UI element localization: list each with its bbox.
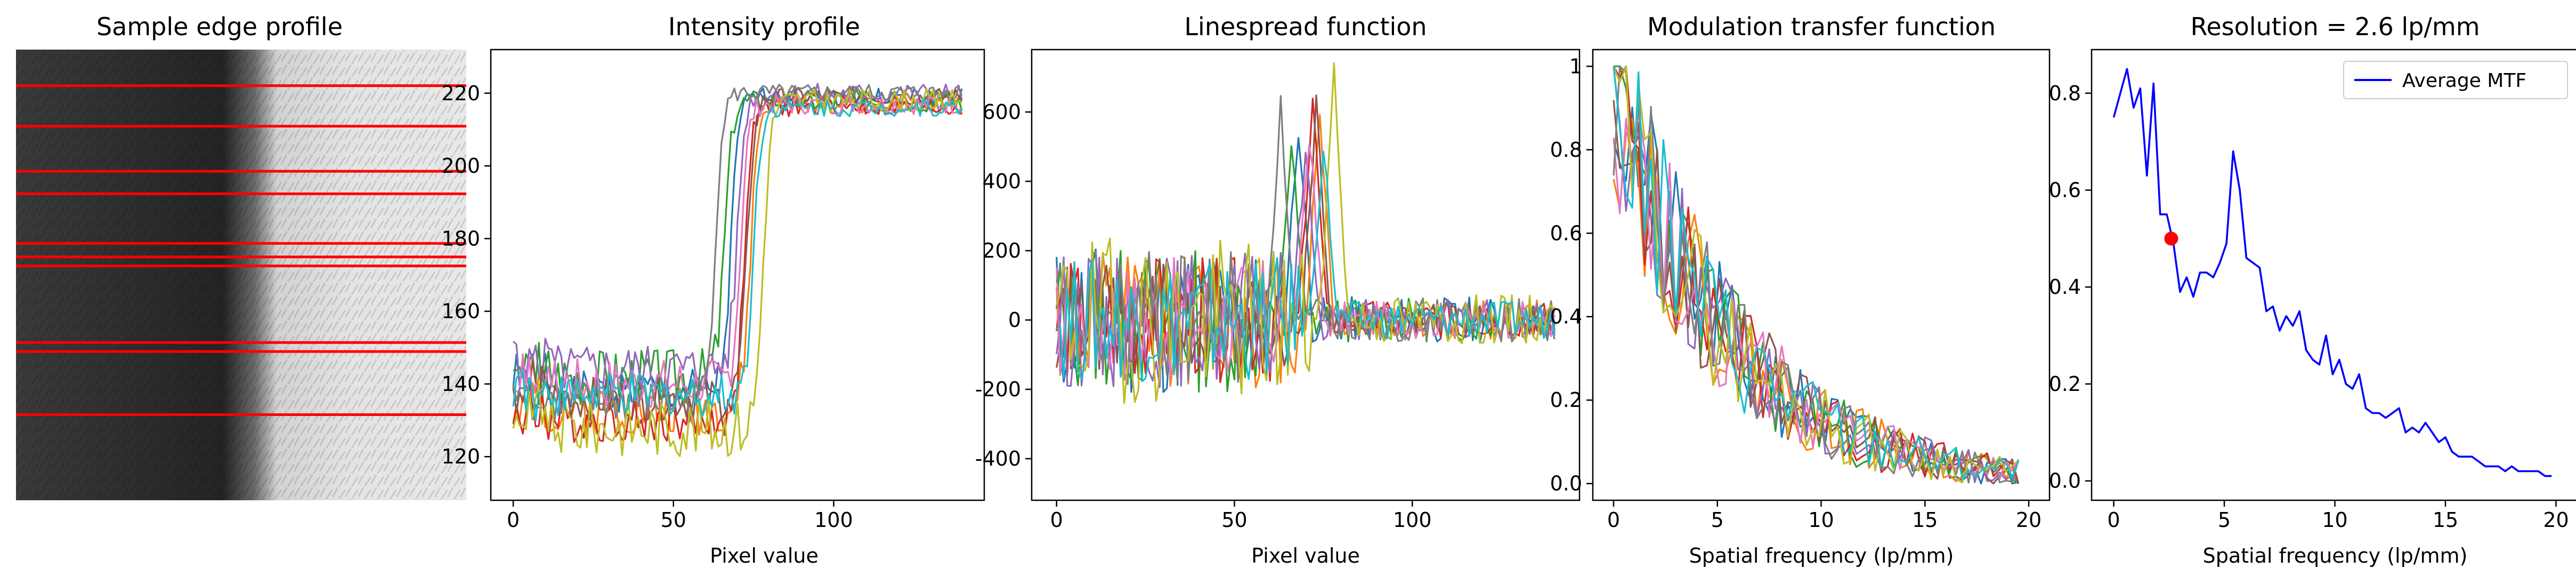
- linespread-series-9: [1056, 150, 1556, 382]
- resolution-marker: [2164, 231, 2178, 246]
- x-axis-label: Pixel value: [710, 544, 819, 567]
- x-axis-label: Spatial frequency (lp/mm): [2203, 544, 2468, 567]
- x-tick-label: 0: [2107, 508, 2120, 532]
- y-tick-label: -200: [975, 378, 1021, 401]
- panel-title: Sample edge profile: [96, 12, 343, 41]
- axes-frame: [2091, 49, 2576, 501]
- y-tick-label: 0.8: [1550, 138, 1582, 162]
- y-tick-label: 0.2: [1550, 388, 1582, 412]
- x-axis-label: Spatial frequency (lp/mm): [1689, 544, 1954, 567]
- average-mtf-line: [2112, 68, 2552, 477]
- x-tick-label: 20: [2543, 508, 2569, 532]
- y-tick-label: 0.0: [1550, 472, 1582, 495]
- y-tick-label: 120: [441, 445, 480, 468]
- plot-area: [512, 83, 963, 457]
- y-tick-label: 200: [441, 154, 480, 178]
- x-tick-label: 10: [2322, 508, 2347, 532]
- panel-intensity-profile: Intensity profile Pixel value 0 50 100 120 1…: [441, 12, 985, 567]
- y-tick-label: 1: [1569, 54, 1582, 78]
- intensity-series-6: [512, 93, 962, 408]
- intensity-series-8: [512, 88, 962, 457]
- plot-area: [1613, 65, 2020, 485]
- edge-image-texture: [16, 50, 466, 500]
- y-tick-label: 0.0: [2049, 469, 2081, 493]
- y-tick-label: 180: [441, 227, 480, 250]
- sample-lines: [16, 84, 466, 416]
- panel-linespread-function: Linespread function Pixel value 0 50 100 -4…: [975, 12, 1581, 567]
- y-tick-label: 0.6: [2049, 178, 2081, 202]
- y-tick-label: 0.4: [2049, 275, 2081, 299]
- mtf-series-8: [1613, 65, 2019, 484]
- mtf-series-9: [1613, 66, 2020, 479]
- x-tick-label: 50: [1221, 508, 1247, 532]
- axes-frame: [1592, 49, 2051, 501]
- linespread-series-5: [1056, 94, 1556, 373]
- y-tick-label: 0.2: [2049, 372, 2081, 396]
- y-tick-label: 160: [441, 300, 480, 323]
- legend-label: Average MTF: [2402, 70, 2526, 92]
- mtf-series-4: [1613, 66, 2019, 484]
- x-tick-label: 100: [1393, 508, 1432, 532]
- intensity-series-5: [512, 87, 963, 421]
- intensity-series-4: [513, 83, 963, 391]
- x-tick-label: 10: [1808, 508, 1834, 532]
- legend-box: [2343, 61, 2568, 99]
- panel-title: Intensity profile: [668, 12, 860, 41]
- y-tick-label: 0.4: [1550, 305, 1582, 329]
- panel-sample-edge-profile: Sample edge profile: [16, 12, 466, 500]
- legend: Average MTF: [2343, 61, 2568, 99]
- y-tick-label: 140: [441, 372, 480, 396]
- x-tick-label: 5: [2218, 508, 2231, 532]
- y-tick-label: 0: [1008, 308, 1021, 332]
- x-tick-label: 100: [814, 508, 853, 532]
- intensity-series-7: [512, 84, 963, 423]
- intensity-series-9: [512, 99, 963, 422]
- panel-modulation-transfer-function: Modulation transfer function Spatial fre…: [1550, 12, 2051, 567]
- panel-title: Resolution = 2.6 lp/mm: [2190, 12, 2480, 41]
- y-tick-label: -400: [975, 447, 1021, 470]
- x-tick-label: 15: [2433, 508, 2458, 532]
- y-tick-label: 400: [982, 170, 1021, 193]
- y-tick-label: 0.8: [2049, 82, 2081, 105]
- intensity-series-0: [512, 87, 963, 413]
- plot-area: [1056, 62, 1556, 404]
- x-tick-label: 0: [507, 508, 520, 532]
- plot-area: [2112, 68, 2552, 477]
- y-tick-label: 220: [441, 82, 480, 105]
- x-tick-label: 15: [1912, 508, 1938, 532]
- y-tick-label: 600: [982, 100, 1021, 124]
- y-tick-label: 200: [982, 239, 1021, 262]
- x-tick-label: 0: [1607, 508, 1620, 532]
- x-axis-label: Pixel value: [1251, 544, 1360, 567]
- y-tick-label: 0.6: [1550, 221, 1582, 245]
- x-tick-label: 20: [2016, 508, 2042, 532]
- axes-frame: [1031, 49, 1581, 501]
- panel-resolution: Resolution = 2.6 lp/mm Spatial frequency…: [2049, 12, 2576, 567]
- x-tick-label: 0: [1050, 508, 1063, 532]
- x-tick-label: 50: [661, 508, 686, 532]
- x-tick-label: 5: [1711, 508, 1724, 532]
- panel-title: Linespread function: [1184, 12, 1427, 41]
- axes-frame: [490, 49, 985, 501]
- panel-title: Modulation transfer function: [1647, 12, 1996, 41]
